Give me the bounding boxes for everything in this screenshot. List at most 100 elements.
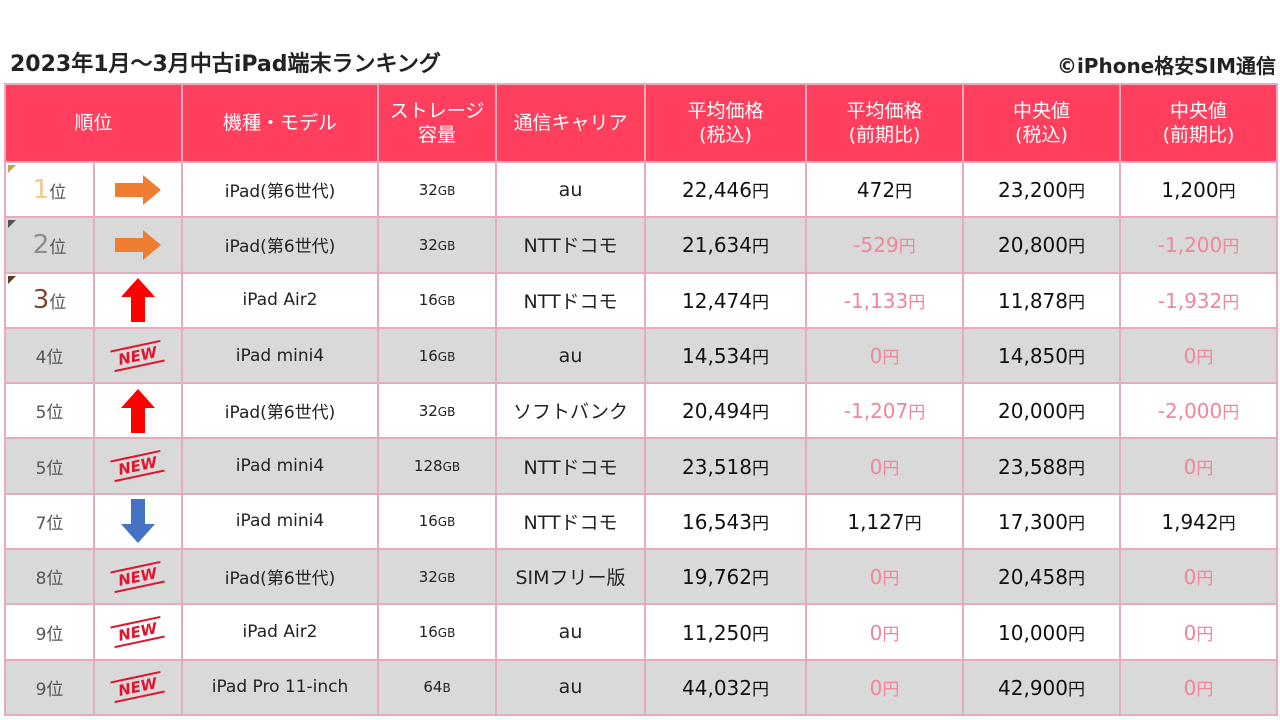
storage-value: 16	[418, 291, 438, 310]
yen-unit: 円	[752, 237, 769, 258]
avg-change-cell: -529円	[805, 216, 965, 274]
rank-cell: 5位	[4, 382, 95, 440]
model-cell: iPad Pro 11-inch	[181, 658, 380, 717]
storage-unit: GB	[437, 404, 456, 419]
trend-cell: NEW	[92, 548, 184, 606]
yen-unit: 円	[908, 403, 926, 424]
price-value: 22,446	[682, 178, 752, 203]
model-cell: iPad(第6世代)	[181, 382, 380, 440]
median-cell: 23,200円	[962, 160, 1122, 219]
median-change-cell: -1,932円	[1119, 271, 1279, 329]
storage-unit: B	[442, 681, 451, 696]
rank-suffix: 位	[46, 403, 64, 424]
table-row: 9位 NEW iPad Pro 11-inch 64B au 44,032円 0円 42,90…	[4, 658, 1279, 717]
price-value: 0	[869, 675, 883, 700]
storage-cell: 32GB	[377, 216, 498, 274]
arrow-down-icon	[121, 499, 155, 544]
yen-unit: 円	[1068, 624, 1085, 645]
storage-cell: 32GB	[377, 548, 498, 606]
yen-unit: 円	[752, 292, 769, 313]
rank-number: 2	[32, 229, 50, 260]
rank-number: 7	[35, 513, 47, 534]
storage-unit: GB	[437, 183, 456, 198]
price-value: 0	[869, 620, 883, 645]
price-value: 44,032	[682, 675, 752, 700]
header-avg-change: 平均価格 (前期比)	[805, 83, 965, 163]
price-value: 0	[869, 344, 883, 369]
avg-price-cell: 44,032円	[644, 658, 808, 717]
median-change-cell: -2,000円	[1119, 382, 1279, 440]
storage-value: 32	[418, 180, 438, 199]
storage-cell: 16GB	[377, 271, 498, 329]
price-value: 0	[1183, 620, 1197, 645]
storage-value: 16	[418, 346, 438, 365]
price-value: 12,474	[682, 288, 752, 313]
page-title: 2023年1月〜3月中古iPad端末ランキング	[10, 52, 441, 77]
price-value: -1,200	[1157, 233, 1223, 258]
median-change-cell: -1,200円	[1119, 216, 1279, 274]
carrier-cell: NTTドコモ	[495, 437, 647, 495]
new-badge: NEW	[110, 615, 166, 649]
price-value: 19,762	[682, 565, 752, 590]
yen-unit: 円	[882, 624, 900, 645]
yen-unit: 円	[1196, 458, 1214, 479]
table-row: 5位 NEW iPad mini4 128GB NTTドコモ 23,518円 0円 23,58…	[4, 437, 1279, 495]
yen-unit: 円	[1068, 182, 1085, 203]
median-cell: 23,588円	[962, 437, 1122, 495]
storage-cell: 64B	[377, 658, 498, 717]
model-cell: iPad mini4	[181, 492, 380, 551]
yen-unit: 円	[752, 348, 769, 369]
price-value: 0	[869, 454, 883, 479]
yen-unit: 円	[1196, 624, 1214, 645]
median-change-cell: 1,200円	[1119, 160, 1279, 219]
median-change-cell: 0円	[1119, 437, 1279, 495]
median-change-cell: 0円	[1119, 603, 1279, 661]
model-cell: iPad(第6世代)	[181, 216, 380, 274]
rank-number: 9	[35, 624, 47, 645]
yen-unit: 円	[904, 513, 922, 534]
table-row: 2位 iPad(第6世代) 32GB NTTドコモ 21,634円 -529円 20,800…	[4, 216, 1279, 274]
storage-value: 64	[423, 678, 443, 697]
storage-cell: 16GB	[377, 492, 498, 551]
header-median: 中央値 (税込)	[962, 83, 1122, 163]
avg-change-cell: 0円	[805, 437, 965, 495]
model-cell: iPad mini4	[181, 326, 380, 385]
rank-number: 9	[35, 679, 47, 700]
credit-text: ©iPhone格安SIM通信	[1056, 54, 1276, 78]
yen-unit: 円	[1196, 348, 1214, 369]
yen-unit: 円	[1196, 569, 1214, 590]
carrier-cell: ソフトバンク	[495, 382, 647, 440]
yen-unit: 円	[1196, 679, 1214, 700]
storage-cell: 128GB	[377, 437, 498, 495]
yen-unit: 円	[752, 458, 769, 479]
yen-unit: 円	[1068, 348, 1085, 369]
rank-cell: 9位	[4, 658, 95, 717]
yen-unit: 円	[752, 513, 769, 534]
arrow-up-icon	[121, 388, 155, 433]
storage-value: 32	[418, 567, 438, 586]
model-cell: iPad(第6世代)	[181, 548, 380, 606]
avg-change-cell: -1,133円	[805, 271, 965, 329]
rank-number: 5	[35, 403, 47, 424]
price-value: 14,534	[682, 344, 752, 369]
price-value: 20,494	[682, 399, 752, 424]
price-value: 0	[1183, 454, 1197, 479]
price-value: 11,878	[998, 288, 1068, 313]
model-cell: iPad(第6世代)	[181, 160, 380, 219]
header-storage: ストレージ 容量	[377, 83, 498, 163]
avg-change-cell: 0円	[805, 603, 965, 661]
yen-unit: 円	[1068, 237, 1085, 258]
price-value: -1,932	[1157, 288, 1223, 313]
median-change-cell: 1,942円	[1119, 492, 1279, 551]
model-cell: iPad Air2	[181, 603, 380, 661]
price-value: 20,458	[998, 565, 1068, 590]
median-cell: 14,850円	[962, 326, 1122, 385]
price-value: -529	[853, 233, 899, 258]
storage-unit: GB	[437, 294, 456, 309]
rank-cell: 7位	[4, 492, 95, 551]
header-row: 順位 機種・モデル ストレージ 容量 通信キャリア 平均価格 (税込) 平均価格 (前…	[3, 83, 1279, 163]
trend-cell	[92, 216, 184, 274]
trend-cell	[92, 492, 184, 551]
storage-unit: GB	[437, 349, 456, 364]
new-badge: NEW	[110, 339, 166, 372]
